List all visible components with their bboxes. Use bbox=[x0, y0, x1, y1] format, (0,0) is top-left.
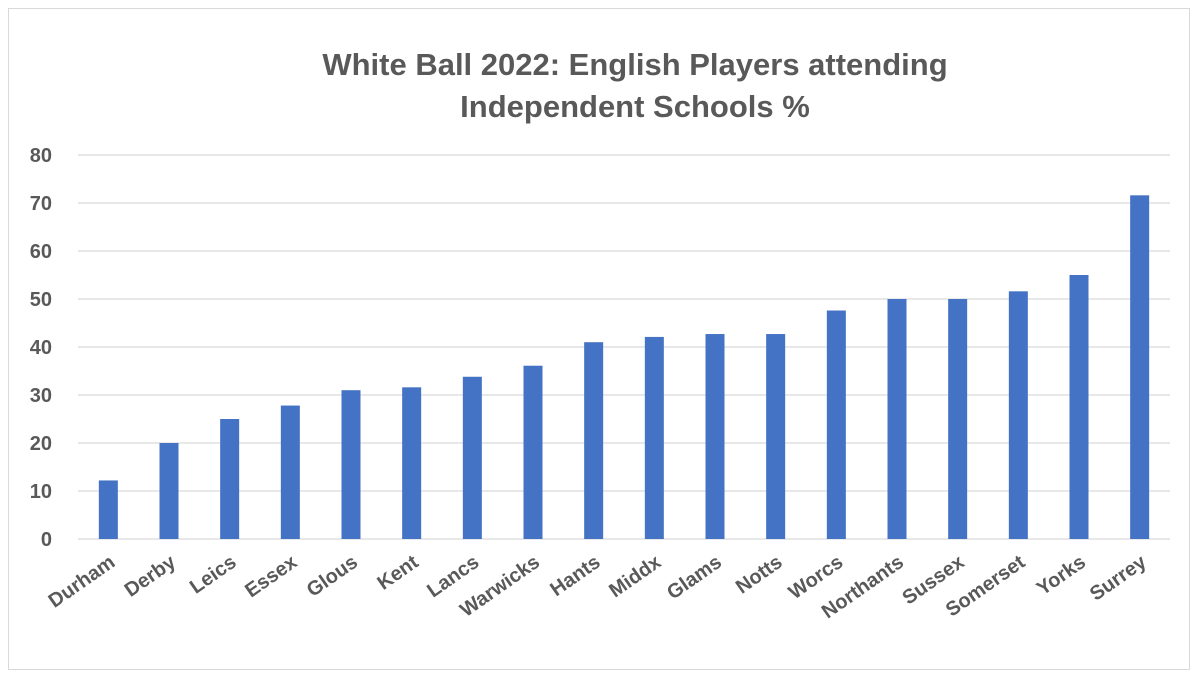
bar bbox=[705, 334, 725, 539]
y-tick-label: 30 bbox=[30, 385, 52, 407]
bar bbox=[826, 310, 846, 539]
bar bbox=[1069, 275, 1089, 539]
x-tick-label: Hants bbox=[546, 551, 604, 601]
bar bbox=[1130, 195, 1150, 539]
x-tick-label: Essex bbox=[241, 551, 301, 602]
y-tick-label: 80 bbox=[30, 145, 52, 167]
chart-frame bbox=[8, 8, 1190, 670]
bars bbox=[98, 195, 1150, 539]
y-tick-label: 0 bbox=[41, 529, 52, 551]
chart-title-line-1: White Ball 2022: English Players attendi… bbox=[322, 47, 948, 82]
bar bbox=[159, 443, 179, 539]
x-tick-label: Surrey bbox=[1086, 551, 1151, 606]
x-tick-label: Derby bbox=[121, 551, 181, 602]
x-tick-label: Notts bbox=[732, 551, 786, 598]
x-tick-label: Glous bbox=[303, 551, 362, 602]
chart-title: White Ball 2022: English Players attendi… bbox=[0, 44, 1200, 128]
x-tick-label: Durham bbox=[45, 551, 120, 612]
x-tick-label: Leics bbox=[186, 551, 241, 598]
bar bbox=[1008, 291, 1028, 539]
chart-title-line-2: Independent Schools % bbox=[460, 89, 810, 124]
x-tick-label: Kent bbox=[374, 551, 423, 595]
y-tick-label: 20 bbox=[30, 433, 52, 455]
x-tick-label: Glams bbox=[663, 551, 726, 604]
bar bbox=[98, 480, 118, 539]
gridlines bbox=[78, 154, 1170, 540]
x-axis: Durham Derby Leics Essex Glous Kent LancsWarwi… bbox=[45, 551, 1152, 624]
bar bbox=[220, 419, 240, 539]
x-tick-label: Yorks bbox=[1033, 551, 1090, 600]
y-tick-label: 70 bbox=[30, 193, 52, 215]
y-tick-label: 10 bbox=[30, 481, 52, 503]
y-tick-label: 50 bbox=[30, 289, 52, 311]
bar bbox=[341, 390, 361, 539]
bar bbox=[462, 376, 482, 539]
bar bbox=[766, 334, 786, 539]
bar bbox=[644, 336, 664, 539]
y-tick-label: 40 bbox=[30, 337, 52, 359]
bar bbox=[887, 299, 907, 539]
bar bbox=[584, 342, 604, 539]
y-tick-label: 60 bbox=[30, 241, 52, 263]
y-axis: 0 10 20 30 40 50 60 70 80 bbox=[30, 145, 52, 551]
bar bbox=[280, 405, 300, 539]
bar bbox=[948, 299, 968, 539]
bar bbox=[523, 365, 543, 539]
bar bbox=[402, 387, 422, 539]
x-tick-label: Middx bbox=[605, 551, 665, 602]
